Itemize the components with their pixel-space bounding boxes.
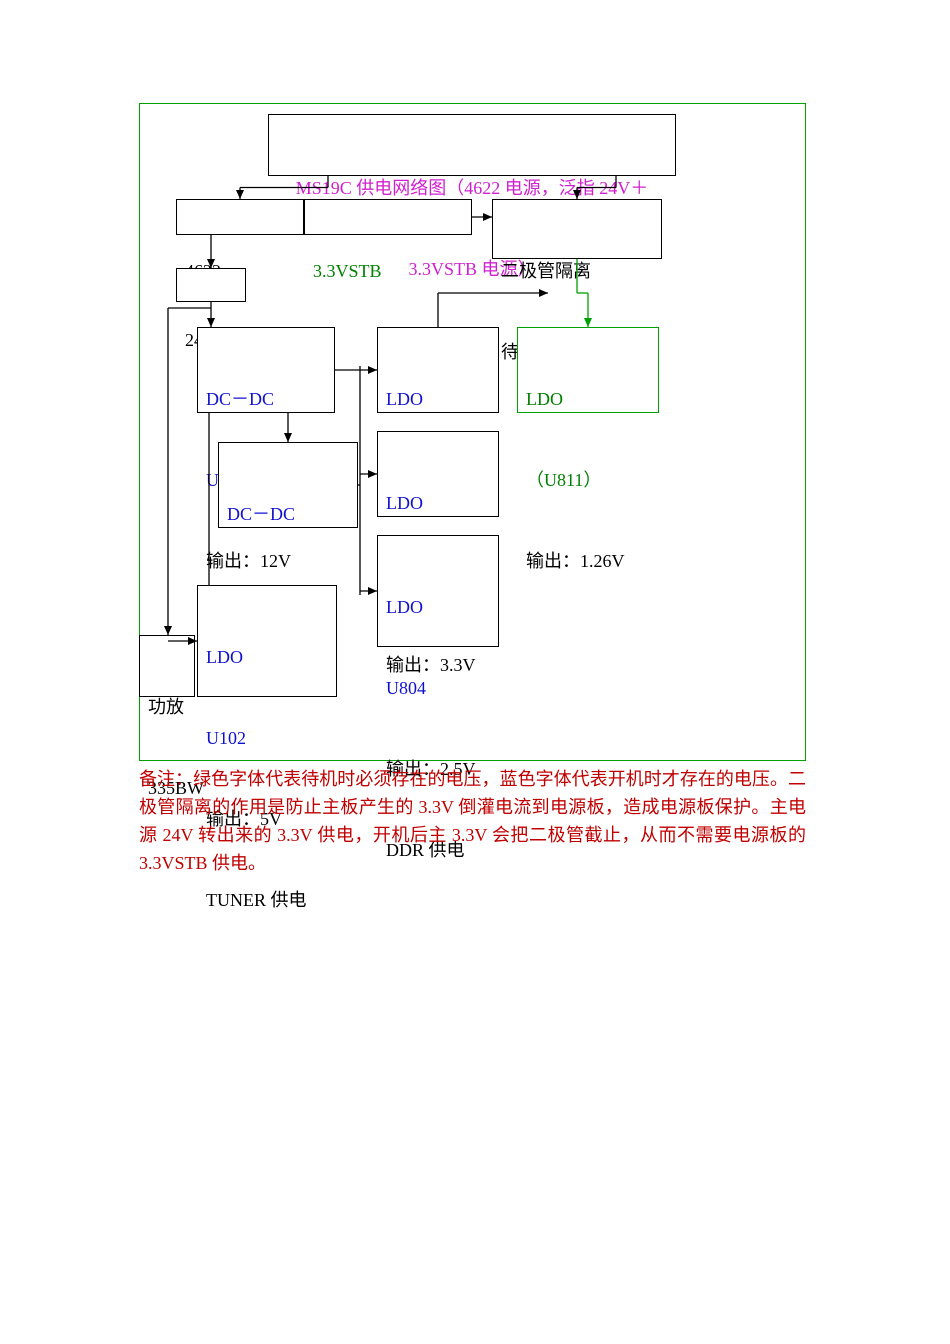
l1: 功放 [148, 694, 186, 721]
l1: LDO [526, 386, 650, 413]
l1: DC－DC [227, 501, 349, 528]
l4: TUNER 供电 [206, 887, 328, 914]
node-diode-isolation: 二极管隔离 待机电压：3.1V [492, 199, 662, 259]
l2: U102 [206, 725, 328, 752]
diagram-title: MS19C 供电网络图（4622 电源，泛指 24V＋ 3.3VSTB 电源） [268, 114, 676, 176]
l1: LDO [386, 594, 490, 621]
node-3v3stb: 3.3VSTB [304, 199, 472, 235]
node-amplifier-335bw: 功放 335BW [139, 635, 195, 697]
node-u102: LDO U102 输出：5V TUNER 供电 [197, 585, 337, 697]
node-u811: LDO （U811） 输出：1.26V [517, 327, 659, 413]
l1: DC－DC [206, 386, 326, 413]
l3: 输出：1.26V [526, 548, 650, 575]
l2: U804 [386, 675, 490, 702]
line1: 二极管隔离 [501, 258, 653, 285]
node-u803: DC－DC U803 输出：12V [197, 327, 335, 413]
node-u810: LDO U810 输出：3.3V [377, 431, 499, 517]
l1: LDO [206, 644, 328, 671]
node-24v: 24V [176, 268, 246, 302]
title-line1: MS19C 供电网络图（4622 电源，泛指 24V＋ [279, 175, 665, 202]
node-u807-u808: DC－DC U807、U808 输出：5V [218, 442, 358, 528]
label: 3.3VSTB [313, 258, 463, 285]
l2: （U811） [526, 467, 650, 494]
node-u801: LDO U801 输出：3.3V [377, 327, 499, 413]
node-4622: 4622 [176, 199, 304, 235]
l1: LDO [386, 386, 490, 413]
l1: LDO [386, 490, 490, 517]
node-u804: LDO U804 输出：2.5V DDR 供电 [377, 535, 499, 647]
page: MS19C 供电网络图（4622 电源，泛指 24V＋ 3.3VSTB 电源） … [0, 0, 950, 1344]
footnote-text: 备注：绿色字体代表待机时必须存在的电压，蓝色字体代表开机时才存在的电压。二极管隔… [139, 766, 806, 878]
